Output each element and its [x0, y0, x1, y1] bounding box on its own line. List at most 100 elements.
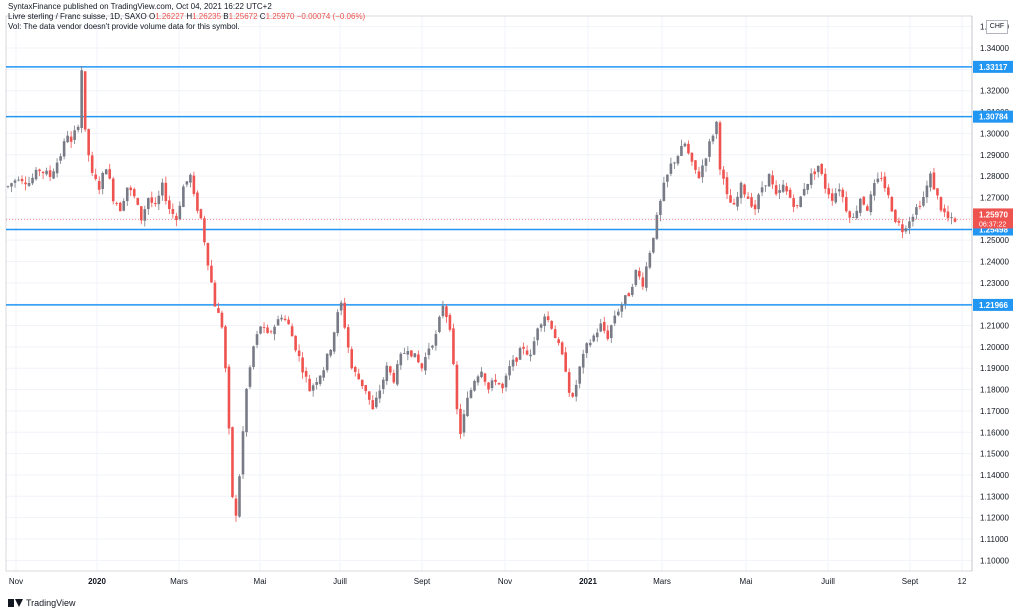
candle-body: [918, 205, 922, 207]
candle-body: [641, 277, 645, 287]
candle-body: [104, 169, 108, 175]
candle-body: [936, 188, 939, 196]
candle-body: [543, 316, 546, 327]
candle-body: [595, 332, 599, 338]
candle-body: [588, 342, 592, 346]
candle-body: [234, 498, 238, 516]
candle-body: [718, 122, 722, 170]
candle-body: [27, 182, 31, 186]
x-tick-label: Juill: [333, 577, 347, 586]
level-price-label: 1.33117: [979, 63, 1008, 72]
candle-body: [399, 353, 403, 366]
candle-body: [676, 156, 680, 164]
candle-body: [897, 220, 901, 223]
candle-body: [585, 343, 589, 354]
level-price-tag: [973, 298, 1013, 311]
candle-body: [378, 390, 382, 399]
candle-body: [883, 176, 887, 189]
candle-body: [624, 295, 627, 304]
candle-body: [357, 373, 361, 380]
candle-body: [873, 183, 876, 196]
x-tick-label: Mai: [740, 577, 753, 586]
candle-body: [171, 209, 175, 214]
candle-body: [20, 178, 24, 182]
x-tick-label: Nov: [9, 577, 23, 586]
candle-body: [62, 141, 66, 157]
countdown-label: 06:37:22: [979, 221, 1006, 228]
candle-body: [318, 375, 322, 385]
candle-body: [76, 126, 80, 131]
candle-body: [827, 188, 831, 195]
candle-body: [339, 302, 343, 311]
candle-body: [532, 341, 536, 355]
candle-body: [529, 354, 532, 357]
candle-body: [336, 312, 339, 334]
candle-body: [560, 342, 564, 355]
candle-body: [701, 165, 704, 178]
horizontal-levels: [6, 66, 972, 306]
candle-body: [136, 198, 140, 205]
y-tick-label: 1.29000: [980, 151, 1009, 160]
candle-body: [417, 354, 420, 363]
level-price-label: 1.30784: [979, 113, 1008, 122]
last-price-tag: [973, 208, 1013, 229]
candle-body: [175, 215, 178, 220]
candle-body: [746, 196, 750, 199]
y-tick-label: 1.25000: [980, 236, 1009, 245]
footer-brand[interactable]: TradingView: [26, 598, 76, 608]
candle-body: [97, 180, 101, 190]
candle-body: [41, 171, 45, 174]
candle-body: [410, 350, 413, 357]
candle-body: [518, 348, 522, 360]
level-price-tag: [973, 110, 1013, 123]
x-tick-label: Nov: [498, 577, 512, 586]
candle-body: [771, 175, 774, 185]
last-price-label: 1.25970: [979, 210, 1008, 219]
candle-body: [550, 320, 553, 329]
candle-body: [834, 193, 838, 203]
y-tick-label: 1.34000: [980, 44, 1009, 53]
candle-body: [946, 211, 950, 219]
candle-body: [859, 198, 862, 213]
candle-body: [743, 184, 746, 195]
x-tick-label: Mars: [653, 577, 671, 586]
candle-body: [146, 198, 150, 210]
candle-body: [297, 350, 301, 357]
candle-body: [360, 379, 364, 387]
candle-body: [764, 185, 767, 187]
x-tick-label: Sept: [902, 577, 919, 586]
candle-body: [6, 186, 10, 188]
candle-body: [809, 173, 813, 185]
candle-body: [648, 252, 652, 268]
candle-body: [283, 318, 287, 320]
candle-body: [80, 70, 83, 129]
candle-body: [238, 476, 241, 517]
footer: TradingView: [8, 598, 76, 608]
candle-body: [266, 327, 269, 334]
candle-body: [83, 71, 87, 130]
candle-body: [792, 198, 795, 207]
candle-body: [715, 121, 718, 135]
currency-button[interactable]: CHF: [986, 20, 1008, 34]
candle-body: [224, 326, 227, 369]
candle-body: [473, 381, 476, 391]
y-tick-label: 1.20000: [980, 343, 1009, 352]
candle-body: [118, 202, 122, 212]
candle-body: [609, 325, 613, 339]
candle-body: [915, 207, 918, 215]
y-tick-label: 1.27000: [980, 193, 1009, 202]
candle-body: [673, 162, 676, 164]
y-axis: 1.350001.340001.330001.320001.310001.300…: [980, 23, 1009, 566]
candle-body: [273, 326, 276, 335]
candle-body: [631, 286, 634, 296]
candle-body: [823, 173, 827, 189]
candle-body: [480, 371, 483, 378]
candle-body: [217, 308, 220, 313]
candle-body: [164, 182, 168, 202]
y-tick-label: 1.19000: [980, 364, 1009, 373]
candle-body: [385, 365, 389, 382]
symbol-name[interactable]: Livre sterling / Franc suisse, 1D, SAXO: [8, 12, 147, 21]
candle-body: [950, 217, 953, 219]
candle-body: [364, 385, 368, 392]
